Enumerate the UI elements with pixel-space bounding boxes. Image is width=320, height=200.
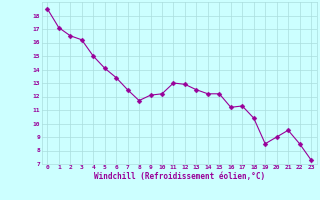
X-axis label: Windchill (Refroidissement éolien,°C): Windchill (Refroidissement éolien,°C) xyxy=(94,172,265,181)
